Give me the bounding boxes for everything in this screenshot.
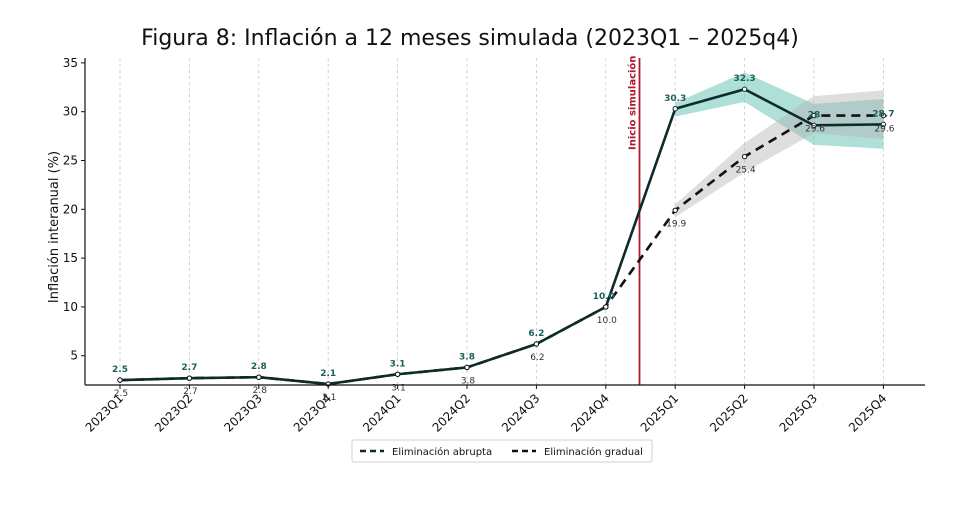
legend-box [351, 439, 653, 463]
data-point [672, 106, 678, 112]
data-point [117, 377, 123, 383]
data-point [741, 153, 748, 160]
data-label-gradual: 2.5 [114, 389, 128, 399]
x-tick-label: 2024Q4 [568, 391, 612, 435]
data-labels: 2.5 2.7 2.8 2.1 3.1 3.8 6.2 10.0 30.3 32.3 28 28.7 2… [112, 74, 895, 403]
band-1 [675, 90, 884, 218]
data-label-abrupta: 28 [808, 110, 821, 120]
data-point [186, 375, 193, 381]
x-tick-label: 2024Q2 [430, 391, 474, 435]
legend: Eliminación abrupta Eliminación gradual [351, 439, 653, 463]
x-tick-label: 2025Q3 [777, 391, 821, 435]
data-label-gradual: 10.0 [597, 316, 617, 326]
data-point [811, 112, 817, 119]
data-label-abrupta: 32.3 [733, 74, 755, 84]
data-label-gradual: 2.7 [183, 387, 197, 397]
x-tick-label: 2024Q1 [360, 391, 404, 435]
data-point [394, 371, 401, 377]
x-tick-label: 2023Q1 [83, 391, 127, 435]
data-label-abrupta: 30.3 [664, 94, 686, 104]
data-label-gradual: 6.2 [530, 353, 544, 363]
data-point [533, 341, 540, 347]
data-label-gradual: 25.4 [736, 166, 756, 176]
data-label-gradual: 29.6 [874, 125, 894, 135]
data-label-abrupta: 28.7 [872, 109, 894, 119]
x-tick-label: 2025Q1 [638, 391, 682, 435]
y-axis-label: Inflación interanual (%) [47, 151, 62, 303]
x-tick-label: 2025Q4 [846, 391, 890, 435]
x-tick-label: 2024Q3 [499, 391, 543, 435]
data-label-abrupta: 2.8 [251, 362, 267, 372]
chart-title: Figura 8: Inflación a 12 meses simulada … [141, 26, 799, 51]
legend-label-0: Eliminación abrupta [392, 446, 492, 458]
x-tick-label: 2023Q4 [291, 391, 335, 435]
data-label-abrupta: 3.8 [459, 352, 475, 362]
y-tick-label: 25 [63, 153, 78, 167]
data-point [880, 112, 887, 119]
data-point [256, 374, 262, 380]
y-tick-label: 35 [63, 56, 78, 70]
series-lines [119, 87, 884, 386]
data-point [811, 122, 817, 129]
data-label-abrupta: 2.5 [112, 365, 128, 375]
confidence-bands [675, 72, 884, 218]
y-tick-label: 5 [70, 349, 78, 363]
legend-label-1: Eliminación gradual [544, 446, 643, 458]
y-tick-label: 30 [63, 105, 78, 119]
data-label-gradual: 19.9 [666, 219, 686, 229]
series-points [117, 86, 887, 387]
axes [84, 58, 925, 386]
band-0 [675, 72, 884, 149]
x-tick-label: 2025Q2 [707, 391, 751, 435]
data-label-gradual: 2.1 [322, 393, 336, 403]
series-line-0 [119, 87, 884, 386]
y-axis-ticks: 5 10 15 20 25 30 35 [63, 56, 85, 363]
data-point [880, 121, 887, 128]
data-label-abrupta: 3.1 [390, 359, 406, 369]
data-label-gradual: 3.1 [391, 383, 405, 393]
data-point [464, 364, 470, 371]
simulation-start-label: Inicio simulación [627, 56, 639, 150]
y-tick-label: 15 [63, 251, 78, 265]
data-label-gradual: 29.6 [805, 125, 825, 135]
data-label-abrupta: 2.7 [181, 363, 197, 373]
data-label-gradual: 3.8 [461, 376, 476, 386]
x-tick-label: 2023Q2 [152, 391, 196, 435]
data-point [741, 86, 748, 92]
x-axis-ticks: 2023Q1 2023Q2 2023Q3 2023Q4 2024Q1 2024Q2 2024… [83, 385, 890, 435]
data-label-gradual: 2.8 [253, 386, 268, 396]
data-label-abrupta: 2.1 [320, 369, 336, 379]
x-tick-label: 2023Q3 [221, 391, 265, 435]
data-label-abrupta: 6.2 [528, 329, 544, 339]
data-point [672, 207, 678, 213]
data-label-abrupta: 10.0 [593, 292, 615, 302]
y-tick-label: 10 [63, 300, 78, 314]
y-tick-label: 20 [63, 202, 78, 216]
data-point [603, 304, 609, 310]
